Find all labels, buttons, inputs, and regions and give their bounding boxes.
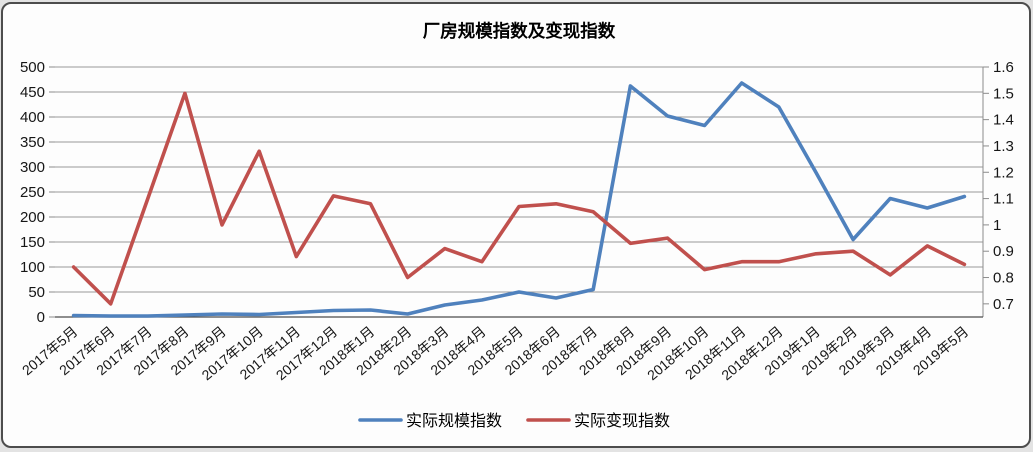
legend: 实际规模指数 实际变现指数 (358, 412, 670, 430)
right-axis-tick-label: 1.3 (993, 138, 1014, 155)
left-axis-tick-label: 500 (20, 59, 45, 76)
legend-label-scale-index: 实际规模指数 (406, 412, 502, 430)
right-axis-tick-label: 1.2 (993, 164, 1014, 181)
legend-item-realization-index: 实际变现指数 (526, 412, 670, 430)
right-axis-tick-label: 1.5 (993, 85, 1014, 102)
left-axis-tick-label: 450 (20, 84, 45, 101)
left-axis-tick-label: 200 (20, 209, 45, 226)
axes-group (49, 66, 989, 318)
right-axis-tick-label: 1.1 (993, 191, 1014, 208)
legend-item-scale-index: 实际规模指数 (358, 412, 502, 430)
left-axis-tick-label: 100 (20, 259, 45, 276)
right-axis-tick-label: 0.9 (993, 243, 1014, 260)
left-axis-tick-label: 300 (20, 159, 45, 176)
left-axis-tick-label: 0 (37, 309, 45, 326)
gridlines-group (55, 66, 983, 318)
chart-title: 厂房规模指数及变现指数 (423, 21, 616, 41)
right-axis-tick-label: 1 (993, 217, 1001, 234)
series-line-actual-realization-index (71, 91, 967, 306)
right-axis-tick-label: 0.8 (993, 270, 1014, 287)
line-chart: 厂房规模指数及变现指数 5004504003503002502001501005… (19, 21, 1014, 430)
legend-label-realization-index: 实际变现指数 (574, 412, 670, 430)
right-axis-labels-group: 1.6 1.5 1.4 1.3 1.2 1.1 1 0.9 0.8 0.7 (993, 59, 1014, 313)
left-axis-tick-label: 250 (20, 184, 45, 201)
left-axis-tick-label: 50 (28, 284, 45, 301)
left-axis-tick-label: 350 (20, 134, 45, 151)
right-axis-tick-label: 1.6 (993, 59, 1014, 76)
right-axis-tick-label: 1.4 (993, 112, 1014, 129)
series-lines-group (71, 81, 967, 318)
left-axis-tick-label: 150 (20, 234, 45, 251)
right-axis-tick-label: 0.7 (993, 296, 1014, 313)
series-line-actual-scale-index (71, 81, 967, 318)
left-axis-tick-label: 400 (20, 109, 45, 126)
x-axis-labels-group: 2017年5月2017年6月2017年7月2017年8月2017年9月2017年… (19, 323, 971, 383)
